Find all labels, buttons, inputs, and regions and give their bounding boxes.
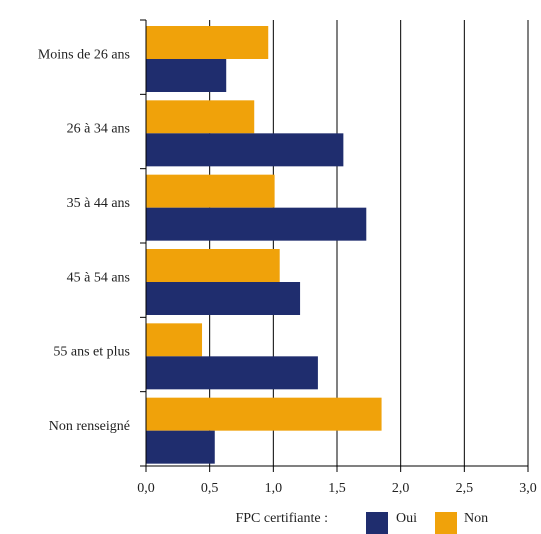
x-tick-label: 1,0 [265,481,283,496]
x-tick-label: 2,0 [392,481,410,496]
category-label: Non renseigné [49,419,130,434]
legend-title: FPC certifiante : [235,511,328,526]
bars [146,26,382,464]
category-labels: Moins de 26 ans 26 à 34 ans 35 à 44 ans 45 … [38,47,130,434]
category-label: 45 à 54 ans [67,270,130,285]
legend: FPC certifiante : Oui Non [235,511,488,534]
bar-oui [146,356,318,390]
x-tick-label: 0,0 [137,481,155,496]
grid-lines [209,20,529,466]
bar-non [146,397,382,431]
bar-non [146,323,203,357]
category-label: Moins de 26 ans [38,47,130,62]
category-label: 55 ans et plus [53,345,130,360]
bar-oui [146,282,301,315]
x-tick-labels: 0,0 0,5 1,0 1,5 2,0 2,5 3,0 [137,481,537,496]
category-label: 35 à 44 ans [67,196,130,211]
bar-oui [146,133,344,167]
x-tick-label: 2,5 [456,481,474,496]
axes [140,19,529,472]
x-tick-label: 0,5 [201,481,219,496]
bar-non [146,249,280,282]
bar-oui [146,207,367,241]
bar-oui [146,59,227,92]
legend-swatch-non [435,512,457,534]
bar-oui [146,430,215,464]
x-tick-label: 3,0 [519,481,537,496]
bar-non [146,100,255,134]
legend-label-oui: Oui [396,511,417,526]
category-label: 26 à 34 ans [67,122,130,137]
legend-label-non: Non [464,511,488,526]
x-tick-label: 1,5 [328,481,346,496]
legend-swatch-oui [366,512,388,534]
bar-non [146,26,269,59]
bar-non [146,174,275,208]
